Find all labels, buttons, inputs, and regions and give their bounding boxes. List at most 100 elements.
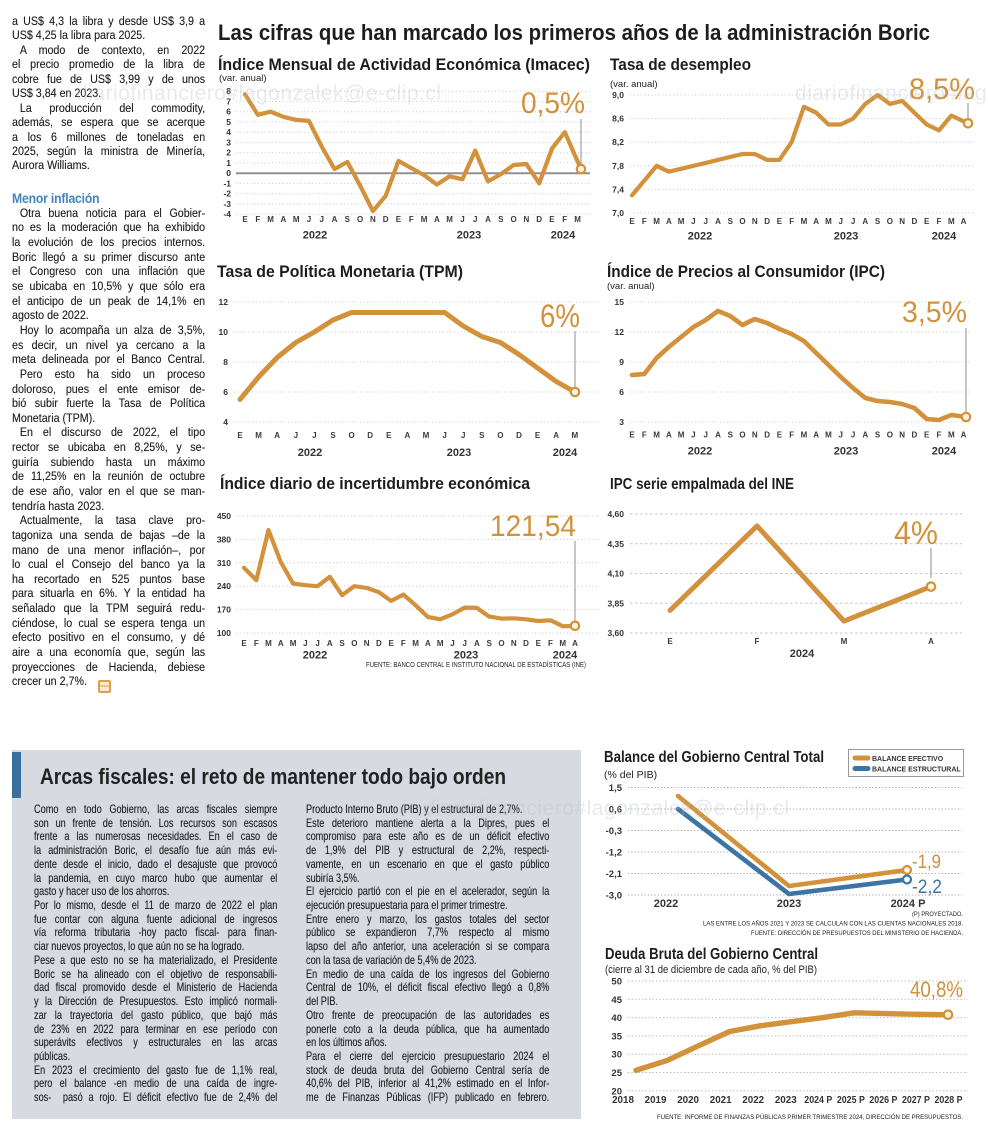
svg-text:M: M [290,639,297,648]
svg-text:A: A [425,639,431,648]
svg-text:2021: 2021 [710,1095,732,1106]
svg-text:O: O [510,215,516,224]
svg-text:Índice de Precios al Consumido: Índice de Precios al Consumidor (IPC) [607,262,885,281]
svg-text:A: A [961,431,967,440]
svg-text:0,6: 0,6 [609,805,622,816]
svg-text:A: A [961,217,967,226]
svg-text:Arcas fiscales: el reto de man: Arcas fiscales: el reto de mantener todo… [40,764,506,789]
svg-text:0: 0 [226,168,231,178]
svg-text:A: A [715,217,721,226]
svg-text:J: J [691,217,695,226]
svg-text:S: S [487,639,493,648]
svg-text:2024: 2024 [932,231,957,243]
svg-text:7: 7 [226,96,231,106]
svg-text:2028 P: 2028 P [935,1095,963,1106]
svg-text:2023: 2023 [447,447,471,459]
svg-text:J: J [315,639,319,648]
svg-text:4: 4 [226,127,231,137]
svg-text:(var. anual): (var. anual) [219,73,267,84]
svg-text:A: A [813,431,819,440]
svg-text:(P) PROYECTADO.: (P) PROYECTADO. [912,911,963,918]
svg-text:4,35: 4,35 [607,539,624,549]
svg-text:J: J [320,215,324,224]
svg-text:8: 8 [226,86,231,96]
svg-text:2022: 2022 [298,447,322,459]
svg-text:J: J [303,639,307,648]
svg-text:30: 30 [611,1050,622,1061]
svg-text:2024: 2024 [551,230,576,242]
svg-text:J: J [462,639,466,648]
svg-text:M: M [571,431,578,440]
svg-text:F: F [755,637,760,646]
svg-text:Índice diario de incertidumbre: Índice diario de incertidumbre económica [220,474,531,493]
svg-text:N: N [511,639,517,648]
svg-text:E: E [388,639,394,648]
svg-text:M: M [948,431,955,440]
svg-text:FUENTE: DIRECCIÓN DE PRESUPUES: FUENTE: DIRECCIÓN DE PRESUPUESTOS DEL MI… [751,928,963,937]
svg-text:BALANCE ESTRUCTURAL: BALANCE ESTRUCTURAL [872,767,961,774]
svg-text:N: N [752,217,758,226]
svg-text:121,54: 121,54 [490,510,576,543]
svg-text:O: O [351,639,357,648]
svg-text:O: O [739,217,745,226]
svg-text:J: J [851,431,855,440]
svg-text:A: A [434,215,440,224]
svg-text:M: M [825,431,832,440]
svg-text:2027 P: 2027 P [902,1095,930,1106]
svg-text:240: 240 [217,581,231,591]
svg-text:M: M [423,431,430,440]
svg-text:F: F [937,217,942,226]
svg-text:7,4: 7,4 [612,184,624,194]
svg-text:F: F [409,215,414,224]
svg-text:J: J [307,215,311,224]
svg-text:E: E [629,217,635,226]
svg-text:D: D [516,431,522,440]
svg-text:J: J [703,431,707,440]
svg-text:M: M [255,431,262,440]
svg-text:E: E [629,431,635,440]
svg-text:A: A [327,639,333,648]
svg-text:S: S [728,431,734,440]
svg-text:15: 15 [615,297,625,307]
svg-text:E: E [535,431,541,440]
svg-text:D: D [523,639,529,648]
svg-text:8: 8 [223,357,228,367]
svg-text:4,10: 4,10 [607,569,624,579]
svg-text:10: 10 [219,327,229,337]
svg-text:A: A [280,215,286,224]
svg-text:A: A [405,431,411,440]
svg-text:25: 25 [611,1068,622,1079]
svg-text:F: F [642,431,647,440]
svg-text:D: D [764,431,770,440]
svg-text:A: A [813,217,819,226]
svg-text:50: 50 [611,977,622,988]
svg-text:2024 P: 2024 P [804,1095,832,1106]
svg-text:S: S [875,431,881,440]
svg-text:2024: 2024 [553,447,578,459]
svg-text:2024: 2024 [553,650,578,662]
svg-text:M: M [678,217,685,226]
svg-text:M: M [412,639,419,648]
svg-text:A: A [485,215,491,224]
svg-text:M: M [678,431,685,440]
svg-text:-1: -1 [223,178,231,188]
svg-text:M: M [265,639,272,648]
svg-text:O: O [357,215,363,224]
svg-text:2: 2 [226,148,231,158]
svg-text:J: J [294,431,298,440]
svg-text:F: F [562,215,567,224]
svg-text:E: E [777,431,783,440]
svg-text:S: S [728,217,734,226]
svg-text:F: F [937,431,942,440]
svg-text:2024 P: 2024 P [891,898,926,910]
svg-text:12: 12 [219,297,229,307]
svg-text:6: 6 [619,387,624,397]
svg-text:M: M [841,637,848,646]
svg-text:5: 5 [226,117,231,127]
svg-text:6: 6 [223,387,228,397]
svg-text:F: F [789,217,794,226]
svg-text:D: D [764,217,770,226]
svg-text:2022: 2022 [654,898,678,910]
svg-text:J: J [461,431,465,440]
svg-text:M: M [801,217,808,226]
